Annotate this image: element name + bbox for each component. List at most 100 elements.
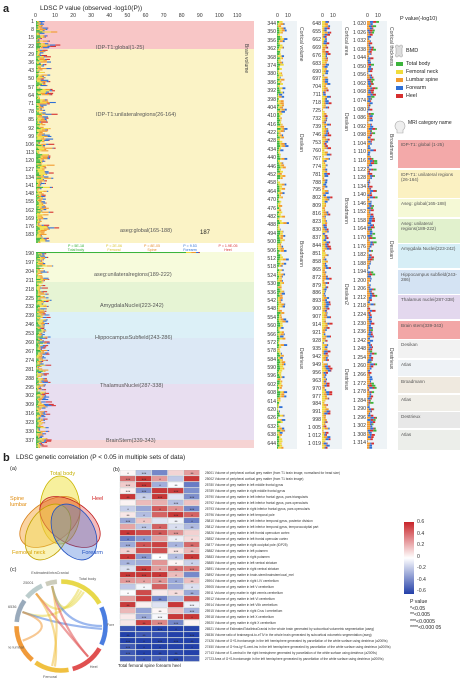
- mini-bar: [322, 367, 325, 370]
- trait-label: 25915 Volume of grey matter in right Cru…: [205, 609, 283, 613]
- bar: [36, 228, 41, 230]
- mini-bar: [368, 237, 370, 239]
- mini-bar: [369, 185, 373, 188]
- mini-y-tick: 1 032: [353, 38, 366, 45]
- mini-bar: [322, 209, 324, 212]
- mini-bar: [367, 147, 371, 150]
- bar: [41, 64, 42, 66]
- mini-bar: [277, 237, 280, 239]
- bar: [37, 357, 42, 359]
- mini-bar: [328, 198, 330, 201]
- bar: [36, 413, 41, 415]
- mini-bar: [367, 273, 369, 276]
- bar: [38, 142, 40, 144]
- mini-bar: [278, 438, 283, 441]
- mini-bar: [327, 138, 328, 141]
- pvalue-legend-item: P value: [410, 599, 428, 605]
- mini-bar: [367, 252, 368, 254]
- mini-bar: [370, 352, 372, 355]
- mini-bar: [368, 113, 369, 115]
- mini-y-tick: 620: [267, 407, 276, 414]
- bar: [43, 224, 50, 226]
- mini-bar: [324, 344, 328, 346]
- bar: [36, 30, 40, 32]
- mini-bar: [324, 132, 327, 135]
- bar: [37, 375, 42, 377]
- mini-bar: [323, 211, 327, 214]
- bar: [37, 87, 39, 89]
- bar: [40, 413, 41, 415]
- mini-bar: [324, 31, 328, 34]
- mini-bar: [367, 42, 369, 45]
- mini-bar: [279, 331, 282, 334]
- heatmap-cell: [151, 625, 168, 632]
- mini-bar: [281, 264, 283, 267]
- bar: [43, 180, 45, 182]
- mini-bar: [371, 220, 376, 222]
- mini-bar: [282, 414, 284, 417]
- mini-bar: [322, 226, 324, 229]
- mini-y-tick: 494: [267, 230, 276, 237]
- mini-bar: [327, 412, 331, 415]
- bar: [46, 406, 48, 408]
- bar: [44, 51, 46, 53]
- mini-bar: [324, 130, 327, 132]
- mini-bar: [280, 119, 282, 122]
- mini-bar: [329, 410, 331, 413]
- bar: [38, 410, 40, 412]
- mini-bar: [322, 119, 324, 122]
- mini-bar: [279, 395, 282, 398]
- mini-bar: [367, 46, 370, 49]
- bar: [38, 275, 43, 277]
- mini-bar: [367, 282, 369, 284]
- bar: [37, 57, 40, 59]
- mini-bar: [277, 342, 280, 344]
- mini-bar: [369, 316, 373, 319]
- bar: [36, 232, 39, 234]
- bar: [36, 391, 41, 393]
- mini-bar: [369, 393, 372, 396]
- bar: [45, 345, 49, 347]
- mini-bar: [368, 318, 371, 321]
- mini-bar: [367, 352, 371, 355]
- bar: [43, 342, 44, 344]
- bar: [36, 95, 38, 97]
- mini-bar: [370, 213, 371, 216]
- bar: [41, 396, 44, 398]
- bar: [36, 341, 38, 343]
- bar: [40, 350, 42, 352]
- bar: [39, 341, 45, 343]
- mini-bar: [367, 391, 370, 394]
- mini-bar: [322, 440, 325, 443]
- chord-label: 25001: [23, 581, 34, 585]
- mini-bar: [324, 305, 326, 308]
- bar: [43, 35, 45, 37]
- mini-bar: [277, 50, 280, 53]
- mini-bar: [277, 95, 278, 98]
- mini-bar: [370, 382, 372, 385]
- bar: [36, 181, 37, 183]
- heatmap-cell: [151, 631, 168, 638]
- significance-mark: **: [126, 633, 130, 638]
- colorbar-tick: 0.6: [417, 519, 425, 525]
- mini-bar: [367, 98, 369, 100]
- mini-bar: [325, 245, 328, 248]
- bar: [37, 419, 41, 421]
- mini-bar: [280, 76, 281, 79]
- mini-y-tick: 1 019: [308, 441, 321, 448]
- bar: [37, 272, 43, 274]
- y-tick: 134: [25, 174, 34, 181]
- heatmap-cell: [167, 601, 184, 608]
- bar: [41, 321, 45, 323]
- bar: [49, 101, 56, 104]
- bar: [40, 126, 44, 128]
- bar: [39, 435, 41, 437]
- mini-bar: [322, 412, 324, 415]
- mini-bar: [368, 314, 371, 317]
- bar: [36, 403, 39, 405]
- mini-bar: [322, 179, 326, 182]
- mini-bar: [277, 48, 278, 51]
- mini-y-tick: 536: [267, 289, 276, 296]
- mini-bar: [368, 164, 373, 167]
- mini-bar: [277, 155, 280, 158]
